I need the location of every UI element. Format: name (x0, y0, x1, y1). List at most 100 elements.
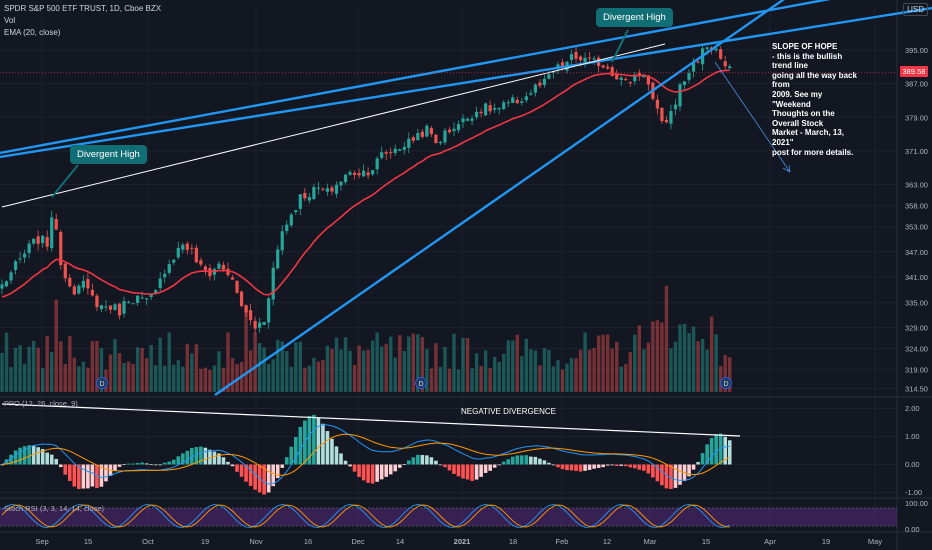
ppo-histogram-bar (122, 464, 126, 466)
candle-body (714, 48, 718, 51)
volume-bar (628, 352, 632, 392)
dividend-marker (96, 377, 108, 389)
candle-body (578, 56, 583, 61)
ppo-histogram-bar (691, 464, 696, 470)
projection-arrow-head (782, 164, 791, 173)
volume-bar (596, 335, 601, 392)
volume-bar (633, 334, 637, 392)
callout-pointer (51, 164, 79, 198)
candle-body (728, 66, 732, 69)
ppo-histogram-bar (348, 464, 352, 467)
candle-body (321, 188, 325, 190)
ppo-histogram-bar (298, 426, 303, 465)
ppo-histogram-bar (492, 464, 497, 468)
volume-bar (723, 355, 727, 392)
ppo-histogram-bar (520, 455, 524, 465)
slope-of-hope-line (0, 0, 831, 155)
ppo-histogram-bar (574, 464, 578, 471)
volume-bar (560, 369, 565, 392)
candle-body (181, 244, 185, 250)
time-tick-label: 2021 (454, 537, 471, 546)
candle-body (163, 273, 167, 278)
currency-badge[interactable]: USD (903, 3, 928, 16)
volume-bar (45, 335, 49, 392)
ppo-histogram-bar (239, 464, 244, 477)
candle-body (407, 138, 411, 148)
volume-bar (167, 332, 171, 392)
candle-body (352, 172, 357, 175)
ppo-histogram-bar (77, 464, 81, 490)
candle-body (117, 303, 122, 316)
time-tick-label: 16 (304, 537, 312, 546)
stoch-tick-label: 100.00 (905, 499, 928, 508)
volume-bar (126, 361, 131, 392)
ppo-histogram-bar (425, 455, 429, 465)
ppo-histogram-bar (275, 464, 280, 479)
volume-bar (330, 348, 334, 392)
price-tick-label: 363.00 (905, 181, 928, 190)
volume-bar (81, 361, 86, 392)
candle-body (294, 210, 298, 213)
ppo-histogram-bar (402, 464, 407, 465)
volume-bar (709, 316, 714, 392)
ppo-histogram-bar (393, 464, 398, 472)
candle-body (560, 62, 565, 69)
candle-body (497, 107, 501, 110)
volume-bar (605, 334, 610, 392)
candle-body (398, 149, 402, 151)
ppo-histogram-bar (614, 464, 619, 467)
price-tick-label: 371.00 (905, 147, 928, 156)
ppo-histogram-bar (131, 463, 135, 465)
candle-body (0, 284, 4, 289)
volume-bar (230, 358, 235, 392)
ppo-histogram-bar (669, 464, 673, 490)
last-price-tag: 389.58 (900, 66, 928, 77)
volume-bar (506, 340, 510, 392)
ppo-histogram-bar (565, 464, 569, 471)
volume-bar (334, 337, 339, 392)
candle-body (447, 129, 452, 133)
volume-bar (524, 338, 529, 392)
ppo-histogram-bar (366, 464, 370, 483)
candle-body (384, 152, 388, 154)
rising-support-line (214, 0, 785, 396)
candle-body (50, 217, 54, 249)
candle-body (420, 131, 424, 137)
ppo-signal-line (1, 433, 730, 476)
volume-bar (185, 343, 190, 392)
ppo-histogram-bar (171, 459, 176, 465)
volume-bars (0, 285, 732, 392)
volume-bar (40, 368, 45, 392)
volume-bar (203, 367, 208, 392)
ppo-histogram-bar (158, 464, 162, 466)
ppo-histogram-bar (357, 464, 361, 477)
candle-body (682, 81, 687, 86)
ppo-histogram-bar (343, 460, 348, 465)
ppo-histogram-bar (664, 464, 669, 489)
candle-body (90, 289, 94, 296)
price-tick-label: 395.00 (905, 46, 928, 55)
volume-bar (325, 345, 330, 392)
volume-bar (68, 335, 72, 392)
candle-body (167, 264, 171, 273)
candle-body (235, 280, 239, 293)
ppo-histogram-bar (176, 456, 181, 465)
ppo-histogram-bar (651, 464, 655, 478)
candle-body (461, 118, 465, 123)
volume-bar (208, 369, 212, 392)
price-tick-label: 379.00 (905, 113, 928, 122)
upper-channel-line (0, 6, 932, 159)
candle-body (348, 172, 352, 175)
candle-body (199, 260, 203, 265)
candle-body (221, 264, 226, 270)
stoch-title: Stoch RSI (3, 3, 14, 14, close) (4, 504, 105, 513)
candle-body (136, 295, 140, 303)
volume-bar (416, 334, 420, 392)
ppo-histogram-bar (696, 462, 700, 465)
ppo-histogram-bar (144, 463, 149, 465)
volume-bar (361, 350, 366, 392)
candle-body (606, 66, 610, 69)
volume-bar (384, 343, 388, 392)
volume-bar (583, 332, 587, 392)
